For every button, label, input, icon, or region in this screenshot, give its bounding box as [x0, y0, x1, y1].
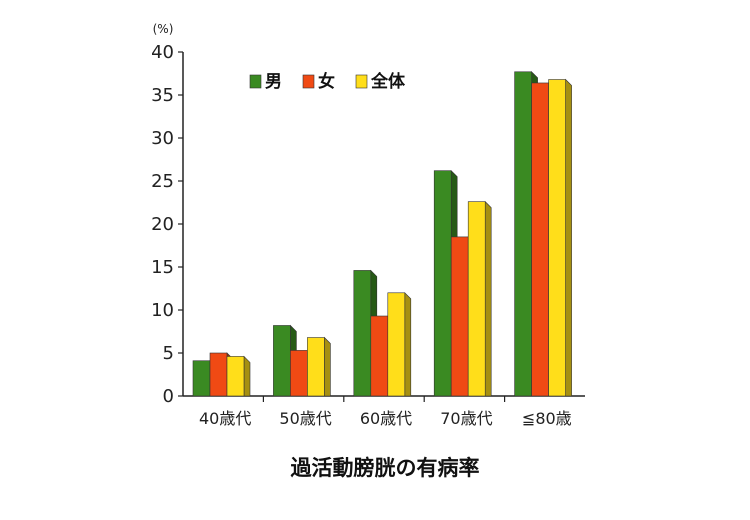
bar-side [324, 336, 331, 397]
y-tick-label: 0 [163, 386, 174, 407]
legend-swatch [355, 74, 368, 89]
legend-label: 女 [318, 71, 335, 92]
x-tick-label: 50歳代 [279, 409, 331, 428]
bar-front [226, 356, 245, 397]
bar-front [290, 350, 308, 397]
bar-全体-60歳代 [387, 292, 412, 397]
legend-label: 男 [265, 72, 282, 92]
bar-全体-50歳代 [307, 336, 331, 397]
y-tick-label: 5 [163, 343, 174, 364]
x-axis-title: 過活動膀胱の有病率 [291, 456, 480, 480]
x-tick-label: 40歳代 [199, 409, 251, 428]
bar-side [565, 78, 572, 397]
bar-front [192, 360, 211, 397]
legend-item: 全体 [355, 71, 406, 92]
bar-全体-70歳代 [467, 200, 492, 397]
y-tick-label: 10 [151, 300, 174, 321]
bar-front [531, 82, 549, 397]
x-tick-label: 70歳代 [440, 409, 492, 428]
bar-front [370, 315, 389, 397]
y-tick-label: 25 [151, 171, 174, 192]
bar-side [404, 292, 412, 397]
x-tick-label: ≦80歳 [522, 409, 572, 428]
bar-front [273, 325, 291, 397]
bar-side [484, 200, 492, 397]
bar-front [209, 352, 228, 397]
bar-front [467, 201, 486, 397]
legend-label: 全体 [370, 71, 406, 92]
y-unit-label: (%) [153, 22, 174, 36]
legend-swatch [302, 74, 315, 89]
bar-全体-≦80歳 [548, 78, 572, 397]
bar-front [548, 79, 566, 397]
legend-item: 女 [302, 71, 335, 92]
bar-front [514, 71, 532, 397]
bar-front [450, 236, 469, 397]
bar-front [433, 170, 452, 397]
bar-front [353, 270, 372, 397]
legend-swatch [249, 74, 262, 89]
bar-side [243, 355, 251, 397]
bar-全体-40歳代 [226, 355, 251, 397]
legend-item: 男 [249, 72, 282, 92]
bar-front [307, 337, 325, 397]
y-tick-label: 40 [151, 42, 174, 63]
y-tick-label: 20 [151, 214, 174, 235]
x-tick-label: 60歳代 [360, 409, 412, 428]
bar-front [387, 292, 406, 397]
y-tick-label: 15 [151, 257, 174, 278]
y-tick-label: 35 [151, 85, 174, 106]
y-tick-label: 30 [151, 128, 174, 149]
